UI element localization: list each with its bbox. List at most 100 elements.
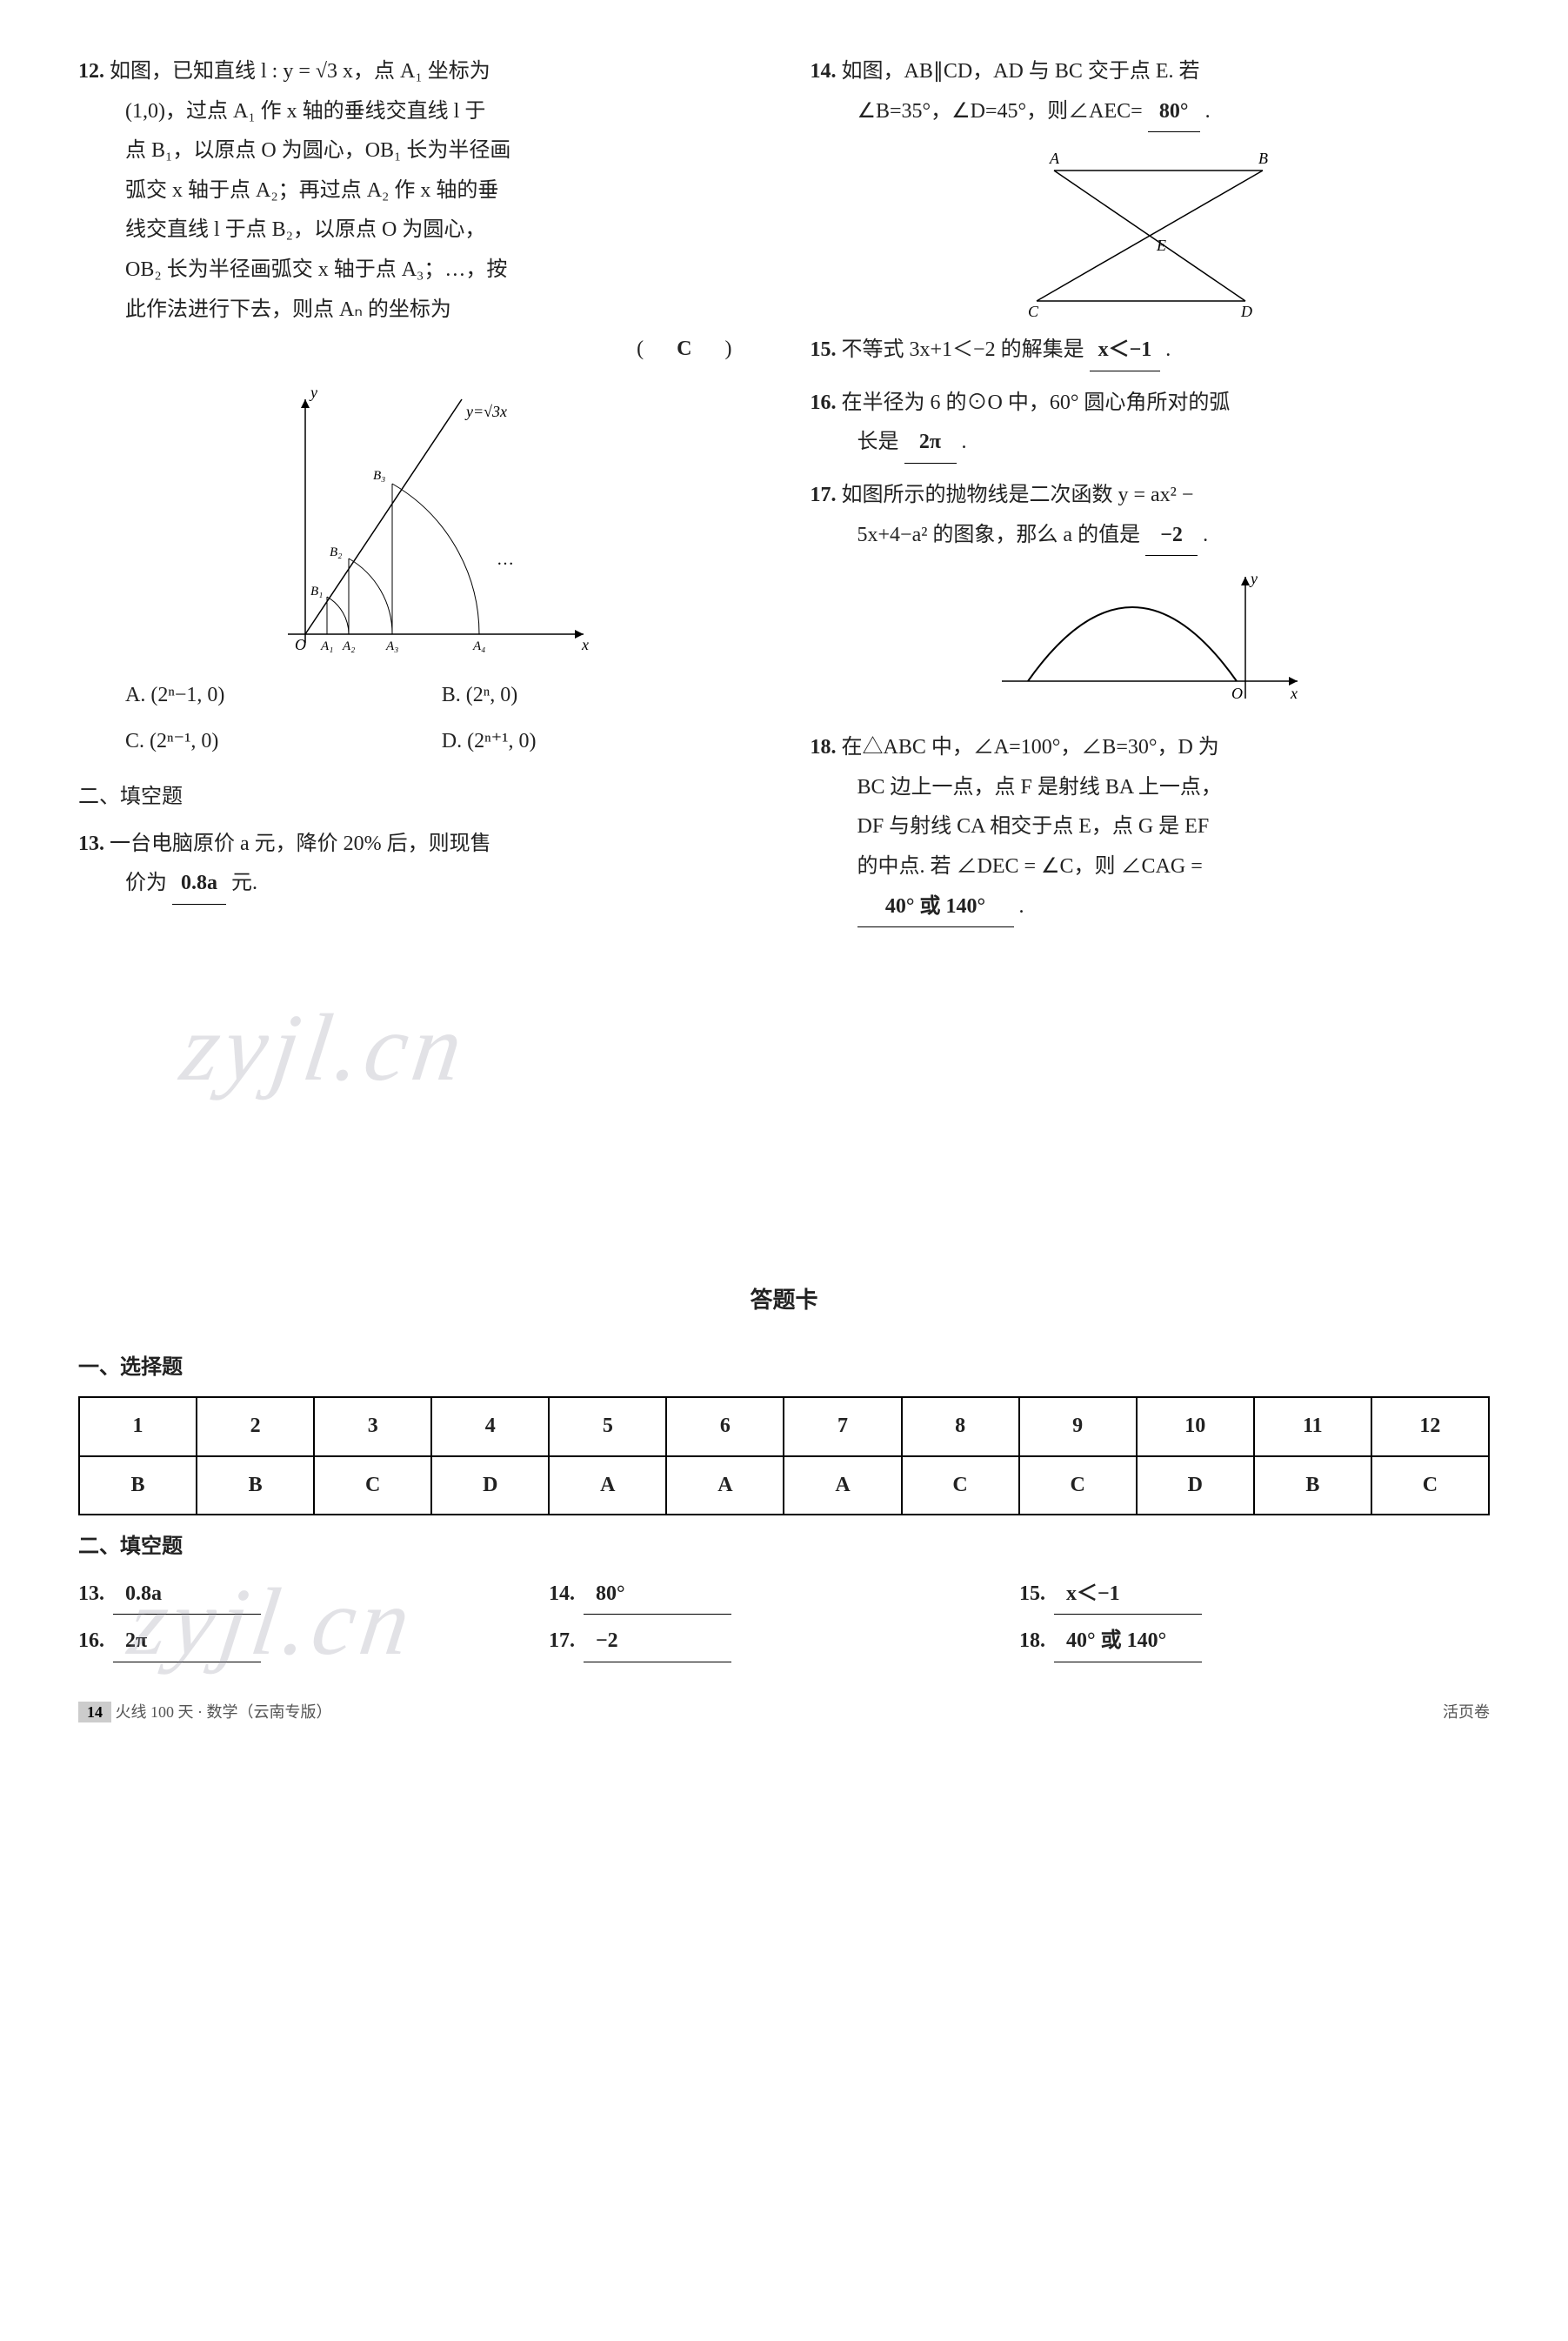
q13-text-a: 一台电脑原价 a 元，降价 20% 后，则现售 (110, 833, 491, 855)
svg-text:x: x (1290, 685, 1298, 702)
q18-answer: 40° 或 140° (857, 887, 1014, 928)
question-16: 16. 在半径为 6 的⊙O 中，60° 圆心角所对的弧 长是 2π . (811, 384, 1491, 464)
q12-answer-paren: ( C ) (78, 330, 758, 370)
svg-text:O: O (295, 636, 306, 653)
page-number: 14 (78, 1702, 111, 1722)
q18-number: 18. (811, 736, 837, 759)
watermark-1: zyjl.cn (170, 957, 478, 1139)
q12-line4: 线交直线 l 于点 B₂，以原点 O 为圆心， (78, 211, 758, 251)
q12-opt-c: C. (2ⁿ⁻¹, 0) (125, 722, 442, 762)
q17-text: 如图所示的抛物线是二次函数 y = ax² − (842, 484, 1194, 506)
section-2-title-left: 二、填空题 (78, 778, 758, 818)
question-13: 13. 一台电脑原价 a 元，降价 20% 后，则现售 价为 0.8a 元. (78, 825, 758, 905)
q12-figure: O y x y=√3x A₁ A₂ A₃ A₄ B₁ B₂ B₃ … (78, 382, 758, 660)
fill-13: 0.8a (113, 1575, 261, 1615)
svg-text:A₄: A₄ (472, 639, 485, 653)
ans-v-1: B (79, 1456, 197, 1515)
svg-text:D: D (1240, 303, 1252, 318)
q14-number: 14. (811, 60, 837, 83)
q15-number: 15. (811, 338, 837, 361)
question-12: 12. 如图，已知直线 l : y = √3 x，点 A₁ 坐标为 (1,0)，… (78, 52, 758, 766)
answer-table-header-row: 1 2 3 4 5 6 7 8 9 10 11 12 (79, 1397, 1489, 1456)
q18-line2: DF 与射线 CA 相交于点 E，点 G 是 EF (811, 807, 1491, 847)
ans-h-9: 9 (1019, 1397, 1137, 1456)
q13-number: 13. (78, 833, 104, 855)
q12-number: 12. (78, 60, 104, 83)
ans-v-6: A (666, 1456, 784, 1515)
fill-14: 80° (584, 1575, 731, 1615)
svg-text:x: x (581, 636, 589, 653)
ans-v-12: C (1371, 1456, 1489, 1515)
q12-line3: 弧交 x 轴于点 A₂；再过点 A₂ 作 x 轴的垂 (78, 171, 758, 211)
answer-card-sec2-title: 二、填空题 (78, 1528, 1490, 1568)
svg-text:B₁: B₁ (310, 585, 323, 599)
answer-card-title: 答题卡 (78, 1279, 1490, 1321)
svg-text:B₃: B₃ (373, 469, 385, 483)
fill-15: x＜−1 (1054, 1575, 1202, 1615)
q12-line0: 如图，已知直线 l : y = √3 x，点 A₁ 坐标为 (110, 60, 490, 83)
q18-period: . (1019, 895, 1024, 918)
q16-number: 16. (811, 391, 837, 414)
q12-opt-d: D. (2ⁿ⁺¹, 0) (442, 722, 758, 762)
svg-text:A₁: A₁ (320, 639, 333, 653)
fill-18: 40° 或 140° (1054, 1622, 1202, 1662)
q15-answer: x＜−1 (1090, 331, 1161, 371)
q16-text: 在半径为 6 的⊙O 中，60° 圆心角所对的弧 (842, 391, 1231, 414)
q18-line3: 的中点. 若 ∠DEC = ∠C，则 ∠CAG = (811, 847, 1491, 887)
ans-h-11: 11 (1254, 1397, 1371, 1456)
q12-line6: 此作法进行下去，则点 Aₙ 的坐标为 (78, 291, 758, 331)
answer-table-answer-row: B B C D A A A C C D B C (79, 1456, 1489, 1515)
svg-text:A₂: A₂ (342, 639, 355, 653)
svg-text:B₂: B₂ (330, 545, 342, 559)
fill-row-1: 13.0.8a 14.80° 15.x＜−1 (78, 1575, 1490, 1615)
q17-number: 17. (811, 484, 837, 506)
q12-line5: OB₂ 长为半径画弧交 x 轴于点 A₃；…，按 (78, 251, 758, 291)
ans-h-4: 4 (431, 1397, 549, 1456)
q17-text2: 5x+4−a² 的图象，那么 a 的值是 (857, 524, 1141, 546)
q14-text: 如图，AB∥CD，AD 与 BC 交于点 E. 若 (842, 60, 1200, 83)
ans-v-10: D (1137, 1456, 1254, 1515)
footer-left: 火线 100 天 · 数学（云南专版） (116, 1703, 332, 1721)
q18-line1: BC 边上一点，点 F 是射线 BA 上一点， (811, 768, 1491, 808)
ans-h-1: 1 (79, 1397, 197, 1456)
q12-line2: 点 B₁，以原点 O 为圆心，OB₁ 长为半径画 (78, 131, 758, 171)
q14-answer: 80° (1148, 92, 1200, 133)
q13-text-b: 价为 (125, 872, 167, 894)
q14-figure: A B C D E (811, 144, 1491, 318)
ans-v-5: A (549, 1456, 666, 1515)
svg-text:E: E (1156, 237, 1166, 254)
ans-v-2: B (197, 1456, 314, 1515)
svg-text:y=√3x: y=√3x (464, 403, 507, 420)
ans-v-11: B (1254, 1456, 1371, 1515)
q17-period: . (1203, 524, 1208, 546)
question-18: 18. 在△ABC 中，∠A=100°，∠B=30°，D 为 BC 边上一点，点… (811, 728, 1491, 927)
ans-h-12: 12 (1371, 1397, 1489, 1456)
q15-period: . (1165, 338, 1171, 361)
q18-line0: 在△ABC 中，∠A=100°，∠B=30°，D 为 (842, 736, 1219, 759)
q14-period: . (1205, 100, 1211, 123)
q14-text2: ∠B=35°，∠D=45°，则∠AEC= (857, 100, 1143, 123)
question-15: 15. 不等式 3x+1＜−2 的解集是 x＜−1 . (811, 331, 1491, 371)
q13-answer: 0.8a (172, 864, 226, 905)
q12-opt-b: B. (2ⁿ, 0) (442, 676, 758, 716)
svg-text:…: … (497, 550, 514, 569)
footer-right: 活页卷 (1443, 1697, 1490, 1727)
q16-text2: 长是 (857, 431, 899, 453)
q17-figure: y x O (811, 568, 1491, 716)
q16-answer: 2π (904, 423, 957, 464)
question-17: 17. 如图所示的抛物线是二次函数 y = ax² − 5x+4−a² 的图象，… (811, 476, 1491, 716)
svg-text:A₃: A₃ (385, 639, 398, 653)
q17-answer: −2 (1145, 516, 1198, 557)
svg-text:O: O (1231, 685, 1243, 702)
ans-h-8: 8 (902, 1397, 1019, 1456)
ans-h-3: 3 (314, 1397, 431, 1456)
ans-h-2: 2 (197, 1397, 314, 1456)
ans-v-7: A (784, 1456, 901, 1515)
answer-table: 1 2 3 4 5 6 7 8 9 10 11 12 B B C D A A A… (78, 1396, 1490, 1515)
ans-h-10: 10 (1137, 1397, 1254, 1456)
svg-text:C: C (1028, 303, 1039, 318)
svg-text:y: y (309, 384, 317, 401)
fill-16: 2π (113, 1622, 261, 1662)
q13-unit: 元. (231, 872, 257, 894)
q12-line1: (1,0)，过点 A₁ 作 x 轴的垂线交直线 l 于 (78, 92, 758, 132)
